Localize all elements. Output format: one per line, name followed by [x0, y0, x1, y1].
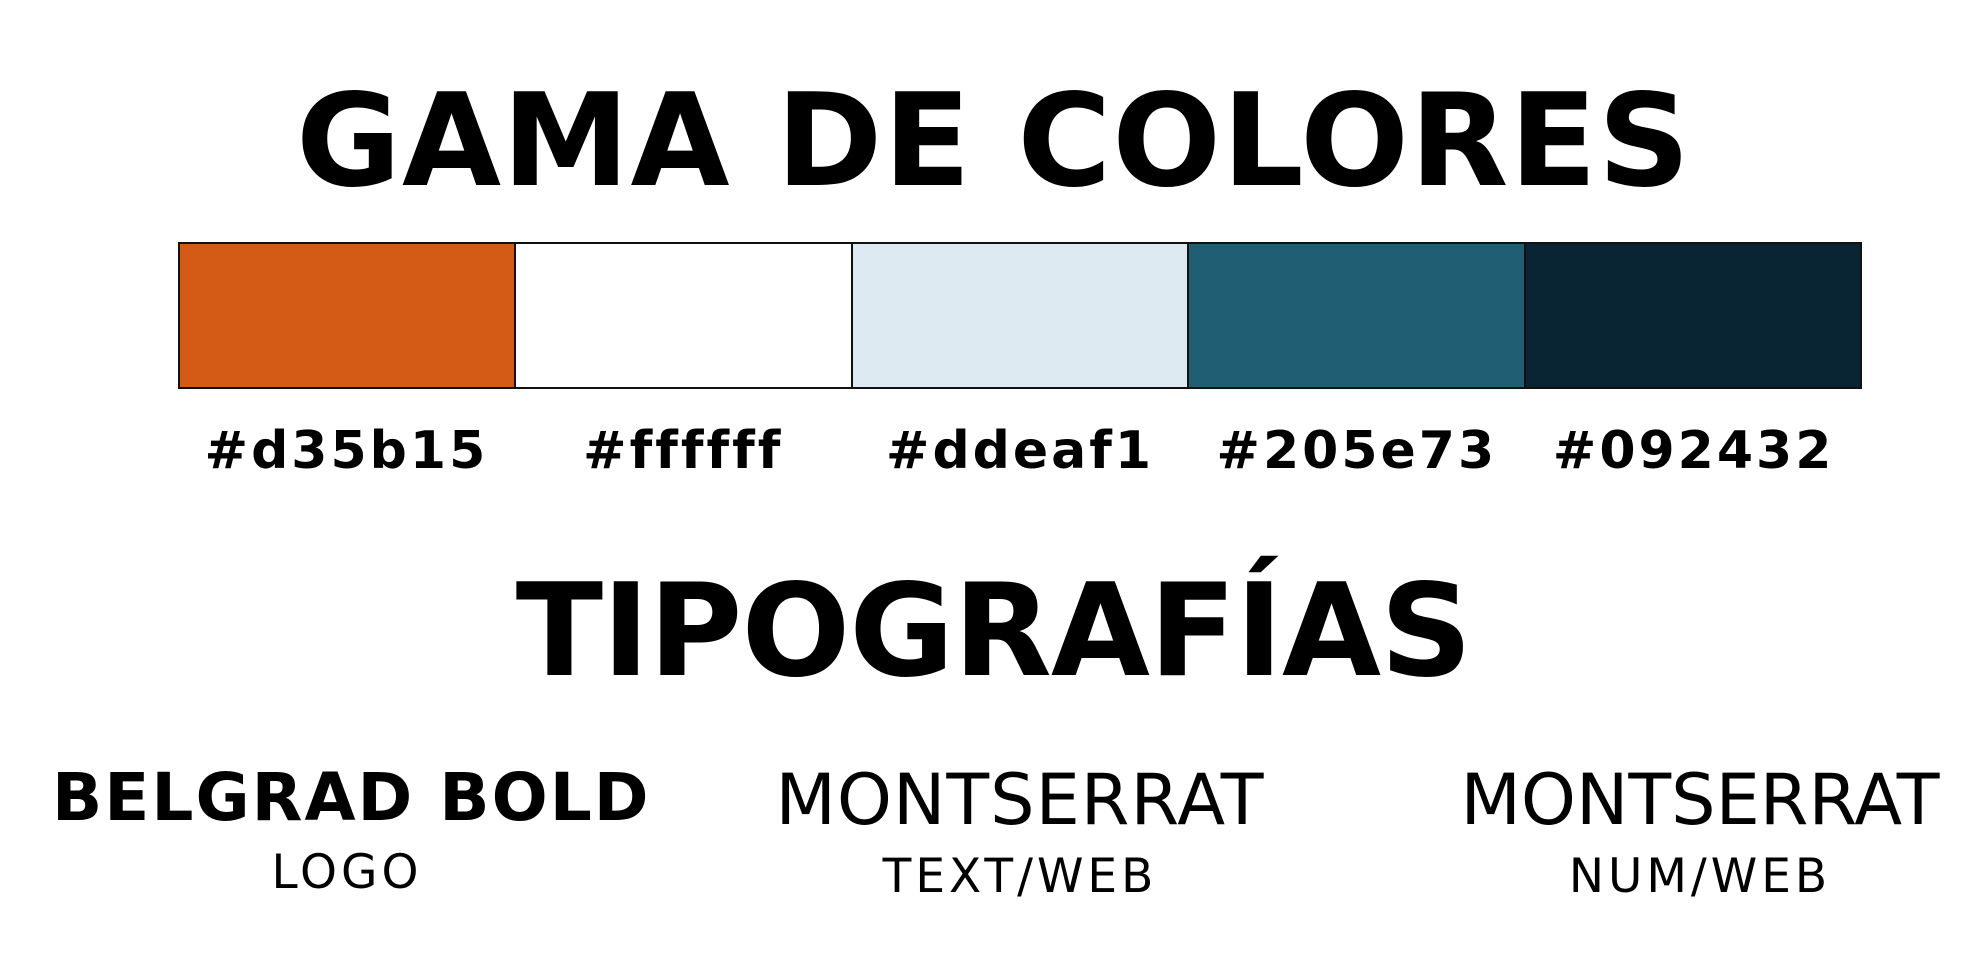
font-entry-logo: BELGRAD BOLD LOGO	[52, 759, 651, 900]
color-swatch-2	[514, 244, 851, 387]
color-swatch-1	[180, 244, 515, 387]
font-entry-text: MONTSERRAT TEXT/WEB	[735, 765, 1305, 900]
font-usage: NUM/WEB	[1568, 849, 1832, 904]
color-code-5: #092432	[1552, 421, 1835, 481]
color-swatch-4	[1187, 244, 1524, 387]
color-swatch-5	[1523, 244, 1861, 387]
font-name: MONTSERRAT	[1460, 759, 1940, 841]
font-usage: TEXT/WEB	[882, 849, 1158, 904]
color-code-1: #d35b15	[204, 421, 489, 481]
color-code-2: #ffffff	[583, 421, 784, 481]
font-entry-numbers: MONTSERRAT NUM/WEB	[1440, 765, 1960, 900]
color-code-3: #ddeaf1	[885, 421, 1155, 481]
font-usage: LOGO	[271, 845, 423, 900]
colors-title: GAMA DE COLORES	[295, 67, 1692, 216]
color-swatch-3	[850, 244, 1188, 387]
color-code-4: #205e73	[1216, 421, 1498, 481]
font-name: MONTSERRAT	[775, 759, 1265, 841]
typography-title: TIPOGRAFÍAS	[515, 557, 1473, 706]
color-palette	[178, 242, 1862, 389]
font-name: BELGRAD BOLD	[52, 759, 651, 836]
color-codes-row: #d35b15 #ffffff #ddeaf1 #205e73 #092432	[178, 425, 1862, 477]
